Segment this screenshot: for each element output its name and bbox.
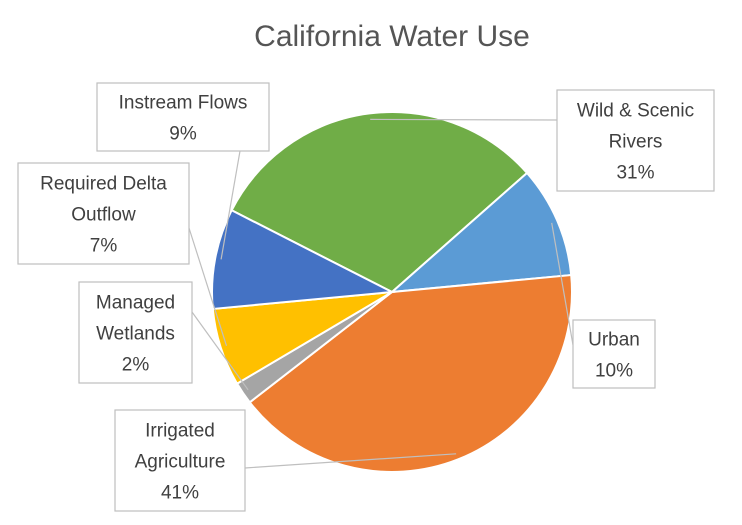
leader-line (551, 222, 574, 346)
data-label-instream-flows: Instream Flows 9% (96, 82, 270, 152)
leader-line (191, 311, 249, 391)
data-label-box (78, 281, 193, 384)
leader-line (244, 453, 457, 469)
data-label-box (17, 162, 190, 265)
data-label-category: Irrigated (145, 421, 215, 442)
data-label-urban: Urban 10% (572, 319, 656, 389)
chart-title: California Water Use (254, 20, 530, 53)
leader-line (370, 118, 558, 121)
data-labels: Wild & Scenic Rivers 31% Urban 10% Irrigated A… (17, 82, 715, 512)
data-label-value: 2% (122, 355, 150, 376)
label-leader-lines (188, 118, 574, 469)
data-label-box (556, 89, 715, 192)
data-label-category: Outflow (71, 205, 136, 226)
data-label-box (114, 409, 246, 512)
leader-line (188, 227, 228, 346)
data-label-value: 10% (595, 361, 633, 382)
pie-slice-instream-flows (211, 208, 396, 311)
data-label-wild-scenic-rivers: Wild & Scenic Rivers 31% (556, 89, 715, 192)
data-label-category: Instream Flows (119, 93, 248, 114)
data-label-category: Managed (96, 293, 175, 314)
leader-line (220, 150, 241, 260)
data-label-irrigated-agriculture: Irrigated Agriculture 41% (114, 409, 246, 512)
pie-slice-irrigated-agriculture (248, 273, 573, 473)
data-label-category: Required Delta (40, 174, 167, 195)
data-label-category: Agriculture (135, 452, 226, 473)
data-label-category: Wetlands (96, 324, 175, 345)
data-label-managed-wetlands: Managed Wetlands 2% (78, 281, 193, 384)
data-label-box (96, 82, 270, 152)
data-label-value: 31% (616, 163, 654, 184)
data-label-category: Urban (588, 330, 640, 351)
data-label-value: 9% (169, 124, 197, 145)
data-label-box (572, 319, 656, 389)
data-label-value: 7% (90, 236, 118, 257)
pie-slices (211, 110, 573, 473)
data-label-value: 41% (161, 483, 199, 504)
data-label-required-delta-outflow: Required Delta Outflow 7% (17, 162, 190, 265)
data-label-category: Rivers (609, 132, 663, 153)
pie-slice-urban (389, 171, 573, 294)
data-label-category: Wild & Scenic (577, 101, 694, 122)
